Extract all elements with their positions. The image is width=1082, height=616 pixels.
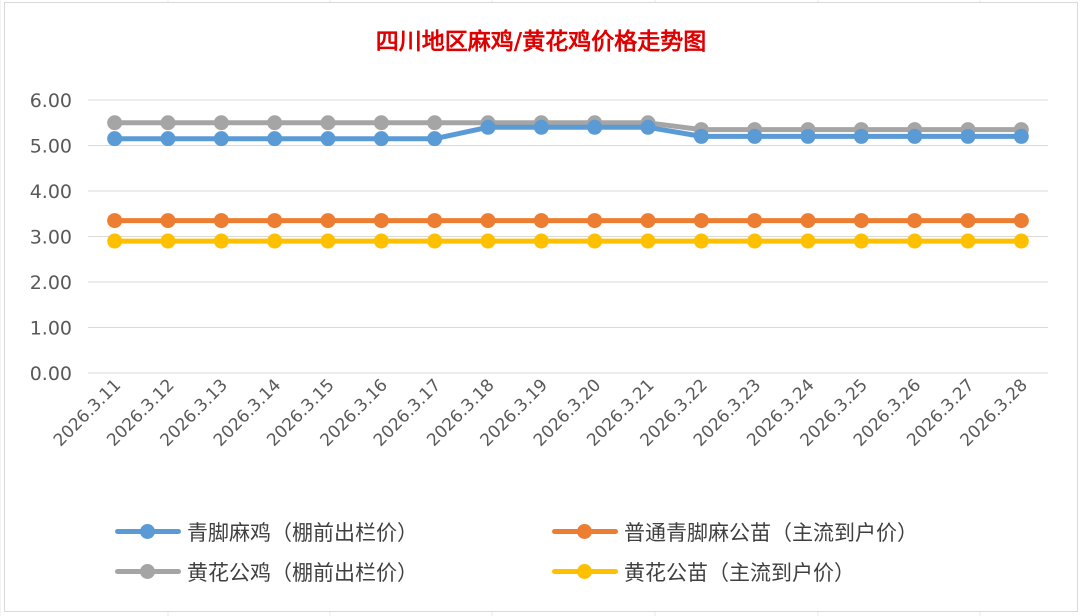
data-point: [747, 213, 763, 229]
legend-item-qingjiao-maji[interactable]: 青脚麻鸡（棚前出栏价）: [115, 517, 418, 547]
data-point: [640, 119, 656, 135]
data-point: [533, 119, 549, 135]
legend-item-huanghua-gongji[interactable]: 黄花公鸡（棚前出栏价）: [115, 557, 418, 587]
data-point: [267, 233, 283, 249]
data-point: [267, 131, 283, 147]
data-point: [213, 213, 229, 229]
data-point: [267, 115, 283, 131]
data-point: [907, 128, 923, 144]
chart-area[interactable]: [4, 2, 1078, 612]
legend-marker-icon: [552, 517, 618, 547]
legend-marker-icon: [115, 557, 181, 587]
data-point: [747, 233, 763, 249]
data-point: [373, 213, 389, 229]
data-point: [480, 233, 496, 249]
data-point: [160, 115, 176, 131]
y-tick-label: 4.00: [30, 181, 72, 203]
data-point: [587, 119, 603, 135]
data-point: [480, 119, 496, 135]
data-point: [427, 213, 443, 229]
data-point: [320, 115, 336, 131]
data-point: [960, 128, 976, 144]
y-tick-label: 3.00: [30, 227, 72, 249]
data-point: [107, 213, 123, 229]
data-point: [213, 115, 229, 131]
data-point: [907, 233, 923, 249]
data-point: [587, 233, 603, 249]
data-point: [480, 213, 496, 229]
data-point: [160, 213, 176, 229]
data-point: [320, 131, 336, 147]
legend-marker-icon: [115, 517, 181, 547]
legend-item-huanghua-gongmiao[interactable]: 黄花公苗（主流到户价）: [552, 557, 855, 587]
data-point: [907, 213, 923, 229]
data-point: [640, 213, 656, 229]
legend-label: 黄花公鸡（棚前出栏价）: [187, 561, 418, 585]
data-point: [693, 233, 709, 249]
data-point: [853, 233, 869, 249]
y-tick-label: 5.00: [30, 136, 72, 158]
data-point: [747, 128, 763, 144]
data-point: [373, 233, 389, 249]
data-point: [107, 131, 123, 147]
data-point: [960, 233, 976, 249]
y-tick-label: 2.00: [30, 272, 72, 294]
data-point: [1013, 213, 1029, 229]
legend-item-putong-qingjiao-magongmiao[interactable]: 普通青脚麻公苗（主流到户价）: [552, 517, 918, 547]
y-tick-label: 1.00: [30, 318, 72, 340]
data-point: [427, 233, 443, 249]
data-point: [160, 233, 176, 249]
chart-title: 四川地区麻鸡/黄花鸡价格走势图: [375, 28, 707, 55]
data-point: [800, 128, 816, 144]
legend-label: 黄花公苗（主流到户价）: [624, 561, 855, 585]
data-point: [853, 128, 869, 144]
series-line: [112, 124, 1024, 142]
legend-label: 青脚麻鸡（棚前出栏价）: [187, 521, 418, 545]
data-point: [533, 213, 549, 229]
data-point: [693, 128, 709, 144]
data-point: [373, 131, 389, 147]
data-point: [320, 213, 336, 229]
legend-label: 普通青脚麻公苗（主流到户价）: [624, 521, 918, 545]
data-point: [267, 213, 283, 229]
data-point: [373, 115, 389, 131]
data-point: [533, 233, 549, 249]
data-point: [427, 115, 443, 131]
data-point: [427, 131, 443, 147]
data-point: [213, 233, 229, 249]
data-point: [693, 213, 709, 229]
data-point: [587, 213, 603, 229]
data-point: [800, 213, 816, 229]
data-point: [213, 131, 229, 147]
series-1: [107, 213, 1029, 229]
series-line: [112, 120, 1024, 133]
legend-marker-icon: [552, 557, 618, 587]
y-tick-label: 0.00: [30, 363, 72, 385]
data-point: [107, 233, 123, 249]
data-point: [1013, 233, 1029, 249]
data-point: [800, 233, 816, 249]
data-point: [960, 213, 976, 229]
data-point: [1013, 128, 1029, 144]
data-point: [160, 131, 176, 147]
data-point: [107, 115, 123, 131]
data-point: [640, 233, 656, 249]
series-0: [107, 119, 1029, 147]
series-3: [107, 233, 1029, 249]
data-point: [320, 233, 336, 249]
y-tick-label: 6.00: [30, 90, 72, 112]
data-point: [853, 213, 869, 229]
